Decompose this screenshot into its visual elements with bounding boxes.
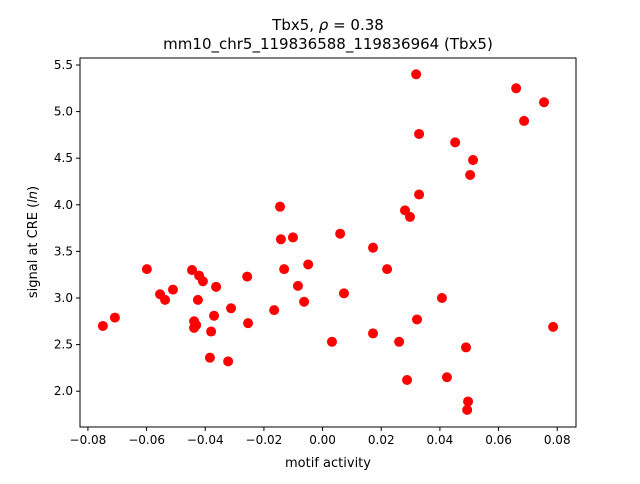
data-point xyxy=(303,259,314,270)
data-point xyxy=(299,296,310,307)
x-tick-label: 0.06 xyxy=(485,433,512,447)
data-point xyxy=(368,242,379,253)
data-point xyxy=(192,294,203,305)
x-axis: −0.08 −0.06 −0.04 −0.02 0.00 0.02 0.04 0.06 0.08 xyxy=(70,427,571,447)
x-tick-label: 0.02 xyxy=(368,433,395,447)
data-point xyxy=(275,201,286,212)
x-tick-label: 0.00 xyxy=(309,433,336,447)
data-point xyxy=(209,310,220,321)
data-point xyxy=(450,137,461,148)
data-point xyxy=(141,264,152,275)
data-point xyxy=(109,312,120,323)
data-point xyxy=(160,294,171,305)
data-point xyxy=(269,305,280,316)
y-tick-label: 2.5 xyxy=(54,338,73,352)
x-tick-label: −0.02 xyxy=(246,433,283,447)
data-point xyxy=(197,276,208,287)
data-point xyxy=(465,169,476,180)
y-tick-label: 2.0 xyxy=(54,384,73,398)
data-point xyxy=(519,115,530,126)
data-point xyxy=(167,284,178,295)
x-tick-label: 0.08 xyxy=(544,433,571,447)
data-point xyxy=(338,288,349,299)
x-axis-label: motif activity xyxy=(285,456,371,471)
data-point xyxy=(539,97,550,108)
data-point xyxy=(223,356,234,367)
y-axis: 2.0 2.5 3.0 3.5 4.0 4.5 5.0 5.5 xyxy=(54,58,80,398)
y-tick-label: 3.0 xyxy=(54,291,73,305)
data-point xyxy=(368,328,379,339)
data-point xyxy=(402,375,413,386)
y-axis-label: signal at CRE (ln) xyxy=(26,186,41,298)
data-point xyxy=(335,228,346,239)
data-point xyxy=(287,232,298,243)
data-point xyxy=(279,264,290,275)
data-point xyxy=(412,314,423,325)
data-point xyxy=(394,336,405,347)
data-point xyxy=(275,234,286,245)
y-tick-label: 5.0 xyxy=(54,105,73,119)
y-tick-label: 5.5 xyxy=(54,58,73,72)
data-point xyxy=(511,83,522,94)
y-tick-label: 3.5 xyxy=(54,244,73,258)
data-point xyxy=(411,69,422,80)
data-point xyxy=(414,189,425,200)
data-point xyxy=(404,211,415,222)
points-layer xyxy=(97,69,559,415)
data-point xyxy=(436,293,447,304)
chart-title-line2: mm10_chr5_119836588_119836964 (Tbx5) xyxy=(163,35,493,54)
data-point xyxy=(187,265,198,276)
data-point xyxy=(211,281,222,292)
data-point xyxy=(468,155,479,166)
x-tick-label: −0.04 xyxy=(187,433,224,447)
x-tick-label: 0.04 xyxy=(427,433,454,447)
data-point xyxy=(292,280,303,291)
x-tick-label: −0.08 xyxy=(70,433,107,447)
data-point xyxy=(548,321,559,332)
data-point xyxy=(243,318,254,329)
plot-frame xyxy=(79,57,577,428)
data-point xyxy=(242,271,253,282)
data-point xyxy=(97,320,108,331)
y-tick-label: 4.5 xyxy=(54,151,73,165)
data-point xyxy=(463,396,474,407)
data-point xyxy=(206,326,217,337)
data-point xyxy=(204,352,215,363)
data-point xyxy=(441,372,452,383)
chart-title-line1: Tbx5, ρ = 0.38 xyxy=(271,16,384,34)
data-point xyxy=(461,342,472,353)
data-point xyxy=(462,404,473,415)
data-point xyxy=(382,264,393,275)
x-tick-label: −0.06 xyxy=(128,433,165,447)
data-point xyxy=(191,320,202,331)
data-point xyxy=(326,336,337,347)
data-point xyxy=(414,128,425,139)
y-tick-label: 4.0 xyxy=(54,198,73,212)
data-point xyxy=(226,303,237,314)
